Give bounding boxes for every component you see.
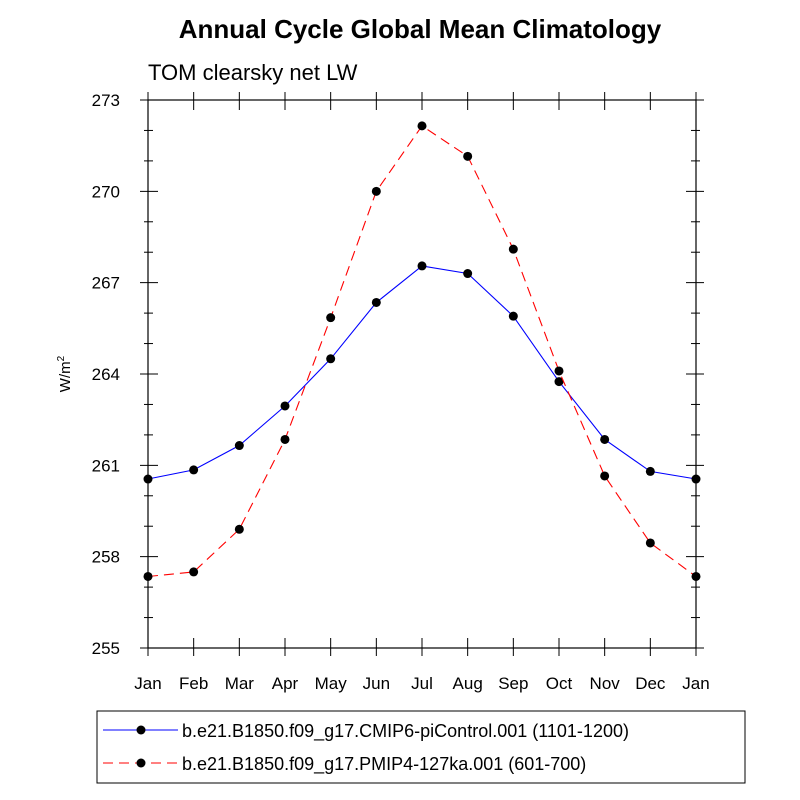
series-line-1 [147, 265, 697, 480]
series-1-point [371, 297, 381, 307]
series-1-point [189, 465, 199, 475]
legend-marker-1 [136, 725, 146, 735]
x-tick-label: May [315, 674, 348, 693]
series-2-point [417, 121, 427, 131]
series-2-point [645, 538, 655, 548]
series-2-point [143, 571, 153, 581]
series-1-point [463, 269, 473, 279]
x-tick-label: Jun [363, 674, 390, 693]
series-2-point [600, 471, 610, 481]
series-1-point [645, 466, 655, 476]
series-1-point [234, 441, 244, 451]
legend-label-2: b.e21.B1850.f09_g17.PMIP4-127ka.001 (601… [182, 754, 586, 775]
series-2-point [189, 567, 199, 577]
y-tick-label: 258 [92, 548, 120, 567]
legend-marker-2 [136, 758, 146, 768]
series-1-point [280, 401, 290, 411]
series-2-point [371, 186, 381, 196]
x-tick-label: Oct [546, 674, 573, 693]
y-axis-label-base: W/m [57, 361, 74, 392]
axis-ticks: Jan Feb Mar Apr May Jun Jul Aug Sep Oct Nov Dec Jan 2… [92, 91, 710, 693]
x-tick-label: Jan [682, 674, 709, 693]
y-tick-label: 270 [92, 182, 120, 201]
y-tick-label: 255 [92, 639, 120, 658]
x-tick-label: Nov [590, 674, 621, 693]
series-2-point [463, 151, 473, 161]
series-1-point [691, 474, 701, 484]
y-tick-label: 264 [92, 365, 120, 384]
chart-subtitle: TOM clearsky net LW [148, 60, 358, 85]
series-2-point [326, 313, 336, 323]
series-2-point [234, 524, 244, 534]
legend: b.e21.B1850.f09_g17.CMIP6-piControl.001 … [103, 721, 629, 775]
y-tick-label: 261 [92, 456, 120, 475]
x-tick-label: Aug [453, 674, 483, 693]
series-1-point [508, 311, 518, 321]
series-2-point [280, 434, 290, 444]
x-tick-label: Jul [411, 674, 433, 693]
series-2-point [554, 366, 564, 376]
x-tick-label: Sep [498, 674, 528, 693]
y-tick-label: 267 [92, 274, 120, 293]
series-layer [143, 121, 701, 581]
series-2-point [691, 571, 701, 581]
legend-box [96, 710, 746, 784]
chart-title: Annual Cycle Global Mean Climatology [179, 14, 662, 44]
series-1-point [600, 434, 610, 444]
y-tick-label: 273 [92, 91, 120, 110]
series-1-point [554, 377, 564, 387]
legend-label-1: b.e21.B1850.f09_g17.CMIP6-piControl.001 … [182, 721, 629, 742]
x-tick-label: Dec [635, 674, 666, 693]
x-tick-label: Feb [179, 674, 208, 693]
y-axis-label: W/m2 [56, 355, 74, 392]
x-tick-label: Apr [272, 674, 299, 693]
series-line-2 [147, 125, 697, 578]
series-1-point [326, 354, 336, 364]
plot-frame [147, 99, 697, 649]
series-1-point [143, 474, 153, 484]
x-tick-label: Mar [225, 674, 255, 693]
series-2-point [508, 244, 518, 254]
x-tick-label: Jan [134, 674, 161, 693]
series-1-point [417, 261, 427, 271]
y-axis-label-superscript: 2 [56, 355, 67, 361]
